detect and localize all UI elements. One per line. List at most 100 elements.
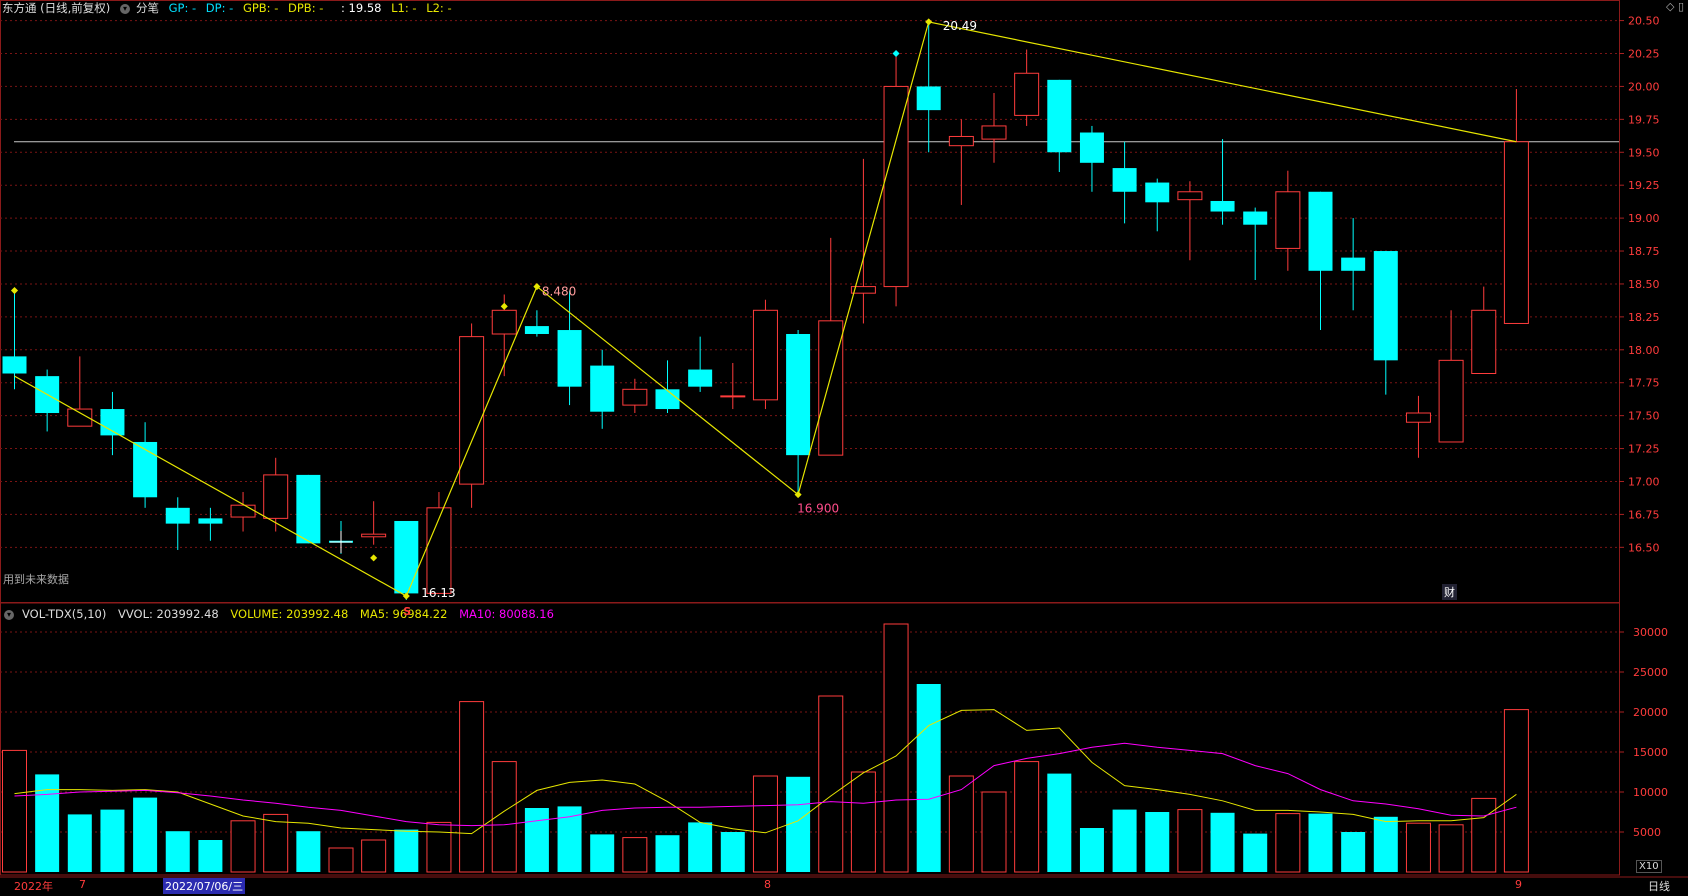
l2-value: L2: - bbox=[426, 1, 452, 15]
period-label[interactable]: 日线 bbox=[1648, 880, 1670, 893]
x10-label[interactable]: X10 bbox=[1636, 860, 1662, 873]
candle-body-up bbox=[230, 504, 256, 518]
volume-bar-up bbox=[361, 839, 387, 873]
volume-indicator-name[interactable]: VOL-TDX(5,10) bbox=[22, 607, 107, 621]
price-tick-label: 18.50 bbox=[1628, 278, 1660, 291]
candle-body-up bbox=[1014, 72, 1040, 116]
price-tick-label: 17.00 bbox=[1628, 475, 1660, 488]
volume-bar-down bbox=[1112, 809, 1137, 872]
window-controls: ◇ ▯ bbox=[1666, 0, 1684, 13]
time-axis: 2022年 7 2022/07/06/三 8 9 日线 bbox=[0, 878, 1688, 896]
candle-body-down bbox=[1341, 257, 1366, 271]
candle-body-down bbox=[1243, 211, 1268, 225]
price-tick-label: 18.25 bbox=[1628, 311, 1660, 324]
volume-frame bbox=[0, 602, 1620, 876]
volume-bar-up bbox=[1014, 761, 1040, 873]
price-tick-label: 20.25 bbox=[1628, 48, 1660, 61]
candle-body-up bbox=[850, 286, 876, 294]
candle-body-down bbox=[394, 520, 419, 594]
volume-chevron-icon[interactable]: ▾ bbox=[4, 609, 14, 620]
price-tick-label: 19.00 bbox=[1628, 212, 1660, 225]
price-tick-label: 19.25 bbox=[1628, 179, 1660, 192]
volume-bar-down bbox=[198, 840, 223, 872]
price-value: : 19.58 bbox=[341, 1, 382, 15]
candle-body-up bbox=[622, 388, 648, 406]
zigzag-pivot-marker bbox=[794, 491, 802, 499]
finance-marker[interactable]: 财 bbox=[1442, 584, 1457, 600]
mode-label[interactable]: 分笔 bbox=[135, 1, 159, 15]
candle-body-down bbox=[1079, 132, 1104, 163]
volume-bar-up bbox=[1405, 822, 1431, 873]
volume-bar-up bbox=[981, 791, 1007, 873]
candle-body-up bbox=[361, 533, 387, 538]
candle-body-up bbox=[883, 85, 909, 288]
candle-body-up bbox=[426, 507, 452, 594]
volume-tick-label: 5000 bbox=[1633, 826, 1661, 839]
candle-body-down bbox=[1145, 182, 1170, 203]
volume-ma5-line bbox=[14, 709, 1517, 835]
volume-bar-up bbox=[752, 775, 778, 873]
diamond-marker-icon bbox=[892, 49, 900, 58]
candle-body-down bbox=[198, 518, 223, 524]
pivot-label: 20.49 bbox=[943, 19, 977, 33]
price-tick-label: 19.50 bbox=[1628, 146, 1660, 159]
candle-body-down bbox=[916, 86, 941, 111]
volume-bar-down bbox=[100, 809, 125, 872]
candle-body-down bbox=[1210, 200, 1235, 212]
cursor-date-label: 2022/07/06/三 bbox=[163, 878, 246, 894]
stock-title[interactable]: 东方通 (日线,前复权) bbox=[2, 1, 111, 15]
volume-bar-down bbox=[1079, 828, 1104, 872]
diamond-marker-icon bbox=[500, 302, 508, 310]
candle-body-down bbox=[296, 474, 321, 544]
chart-header: 东方通 (日线,前复权) ▾ 分笔 GP: - DP: - GPB: - DPB:… bbox=[2, 0, 458, 15]
dpb-value: DPB: - bbox=[288, 1, 324, 15]
volume-bar-down bbox=[1047, 773, 1072, 872]
volume-bar-up bbox=[818, 695, 844, 873]
price-tick-label: 16.50 bbox=[1628, 541, 1660, 554]
pivot-label: 16.13 bbox=[421, 586, 455, 600]
volume-bar-down bbox=[1308, 813, 1333, 872]
candle-body-down bbox=[786, 333, 811, 456]
volume-bar-down bbox=[1341, 832, 1366, 872]
volume-bar-up bbox=[459, 701, 485, 873]
volume-bar-up bbox=[1438, 824, 1464, 873]
mode-chevron-icon[interactable]: ▾ bbox=[119, 3, 130, 14]
volume-bar-down bbox=[394, 829, 419, 872]
price-tick-label: 18.00 bbox=[1628, 344, 1660, 357]
pivot-label: 16.900 bbox=[797, 502, 839, 516]
volume-bar-down bbox=[655, 835, 680, 872]
volume-bar-up bbox=[328, 847, 354, 873]
volume-bar-down bbox=[35, 774, 60, 872]
candle-body-down bbox=[524, 326, 549, 334]
candle-body-up bbox=[491, 309, 517, 335]
zigzag-pivot-marker bbox=[402, 592, 410, 600]
month-8-label: 8 bbox=[764, 878, 771, 891]
volume-bar-down bbox=[557, 806, 582, 872]
future-data-note: 用到未来数据 bbox=[3, 573, 69, 586]
volume-bar-down bbox=[133, 797, 158, 872]
candle-body-up bbox=[948, 135, 974, 147]
diamond-marker-icon bbox=[10, 287, 19, 295]
volume-bar-down bbox=[688, 822, 713, 872]
candle-body-up bbox=[67, 408, 93, 427]
price-tick-label: 17.75 bbox=[1628, 377, 1660, 390]
volume-bar-up bbox=[1503, 709, 1529, 873]
candle-body-down bbox=[133, 441, 158, 498]
restore-icon[interactable]: ▯ bbox=[1677, 0, 1684, 13]
diamond-icon[interactable]: ◇ bbox=[1665, 0, 1675, 13]
volume-bar-down bbox=[165, 831, 190, 872]
price-tick-label: 20.00 bbox=[1628, 80, 1660, 93]
volume-bar-down bbox=[1210, 812, 1235, 872]
month-9-label: 9 bbox=[1515, 878, 1522, 891]
zigzag-pivot-marker bbox=[925, 18, 933, 26]
volume-bar-up bbox=[1177, 809, 1203, 873]
volume-bar-down bbox=[720, 832, 745, 872]
volume-bar-up bbox=[850, 771, 876, 873]
volume-tick-label: 10000 bbox=[1633, 786, 1668, 799]
ma10-value: MA10: 80088.16 bbox=[459, 607, 554, 621]
candle-body-down bbox=[590, 365, 615, 412]
dp-value: DP: - bbox=[205, 1, 234, 15]
volume-tick-label: 25000 bbox=[1633, 666, 1668, 679]
sell-signal-label: S bbox=[403, 605, 411, 618]
